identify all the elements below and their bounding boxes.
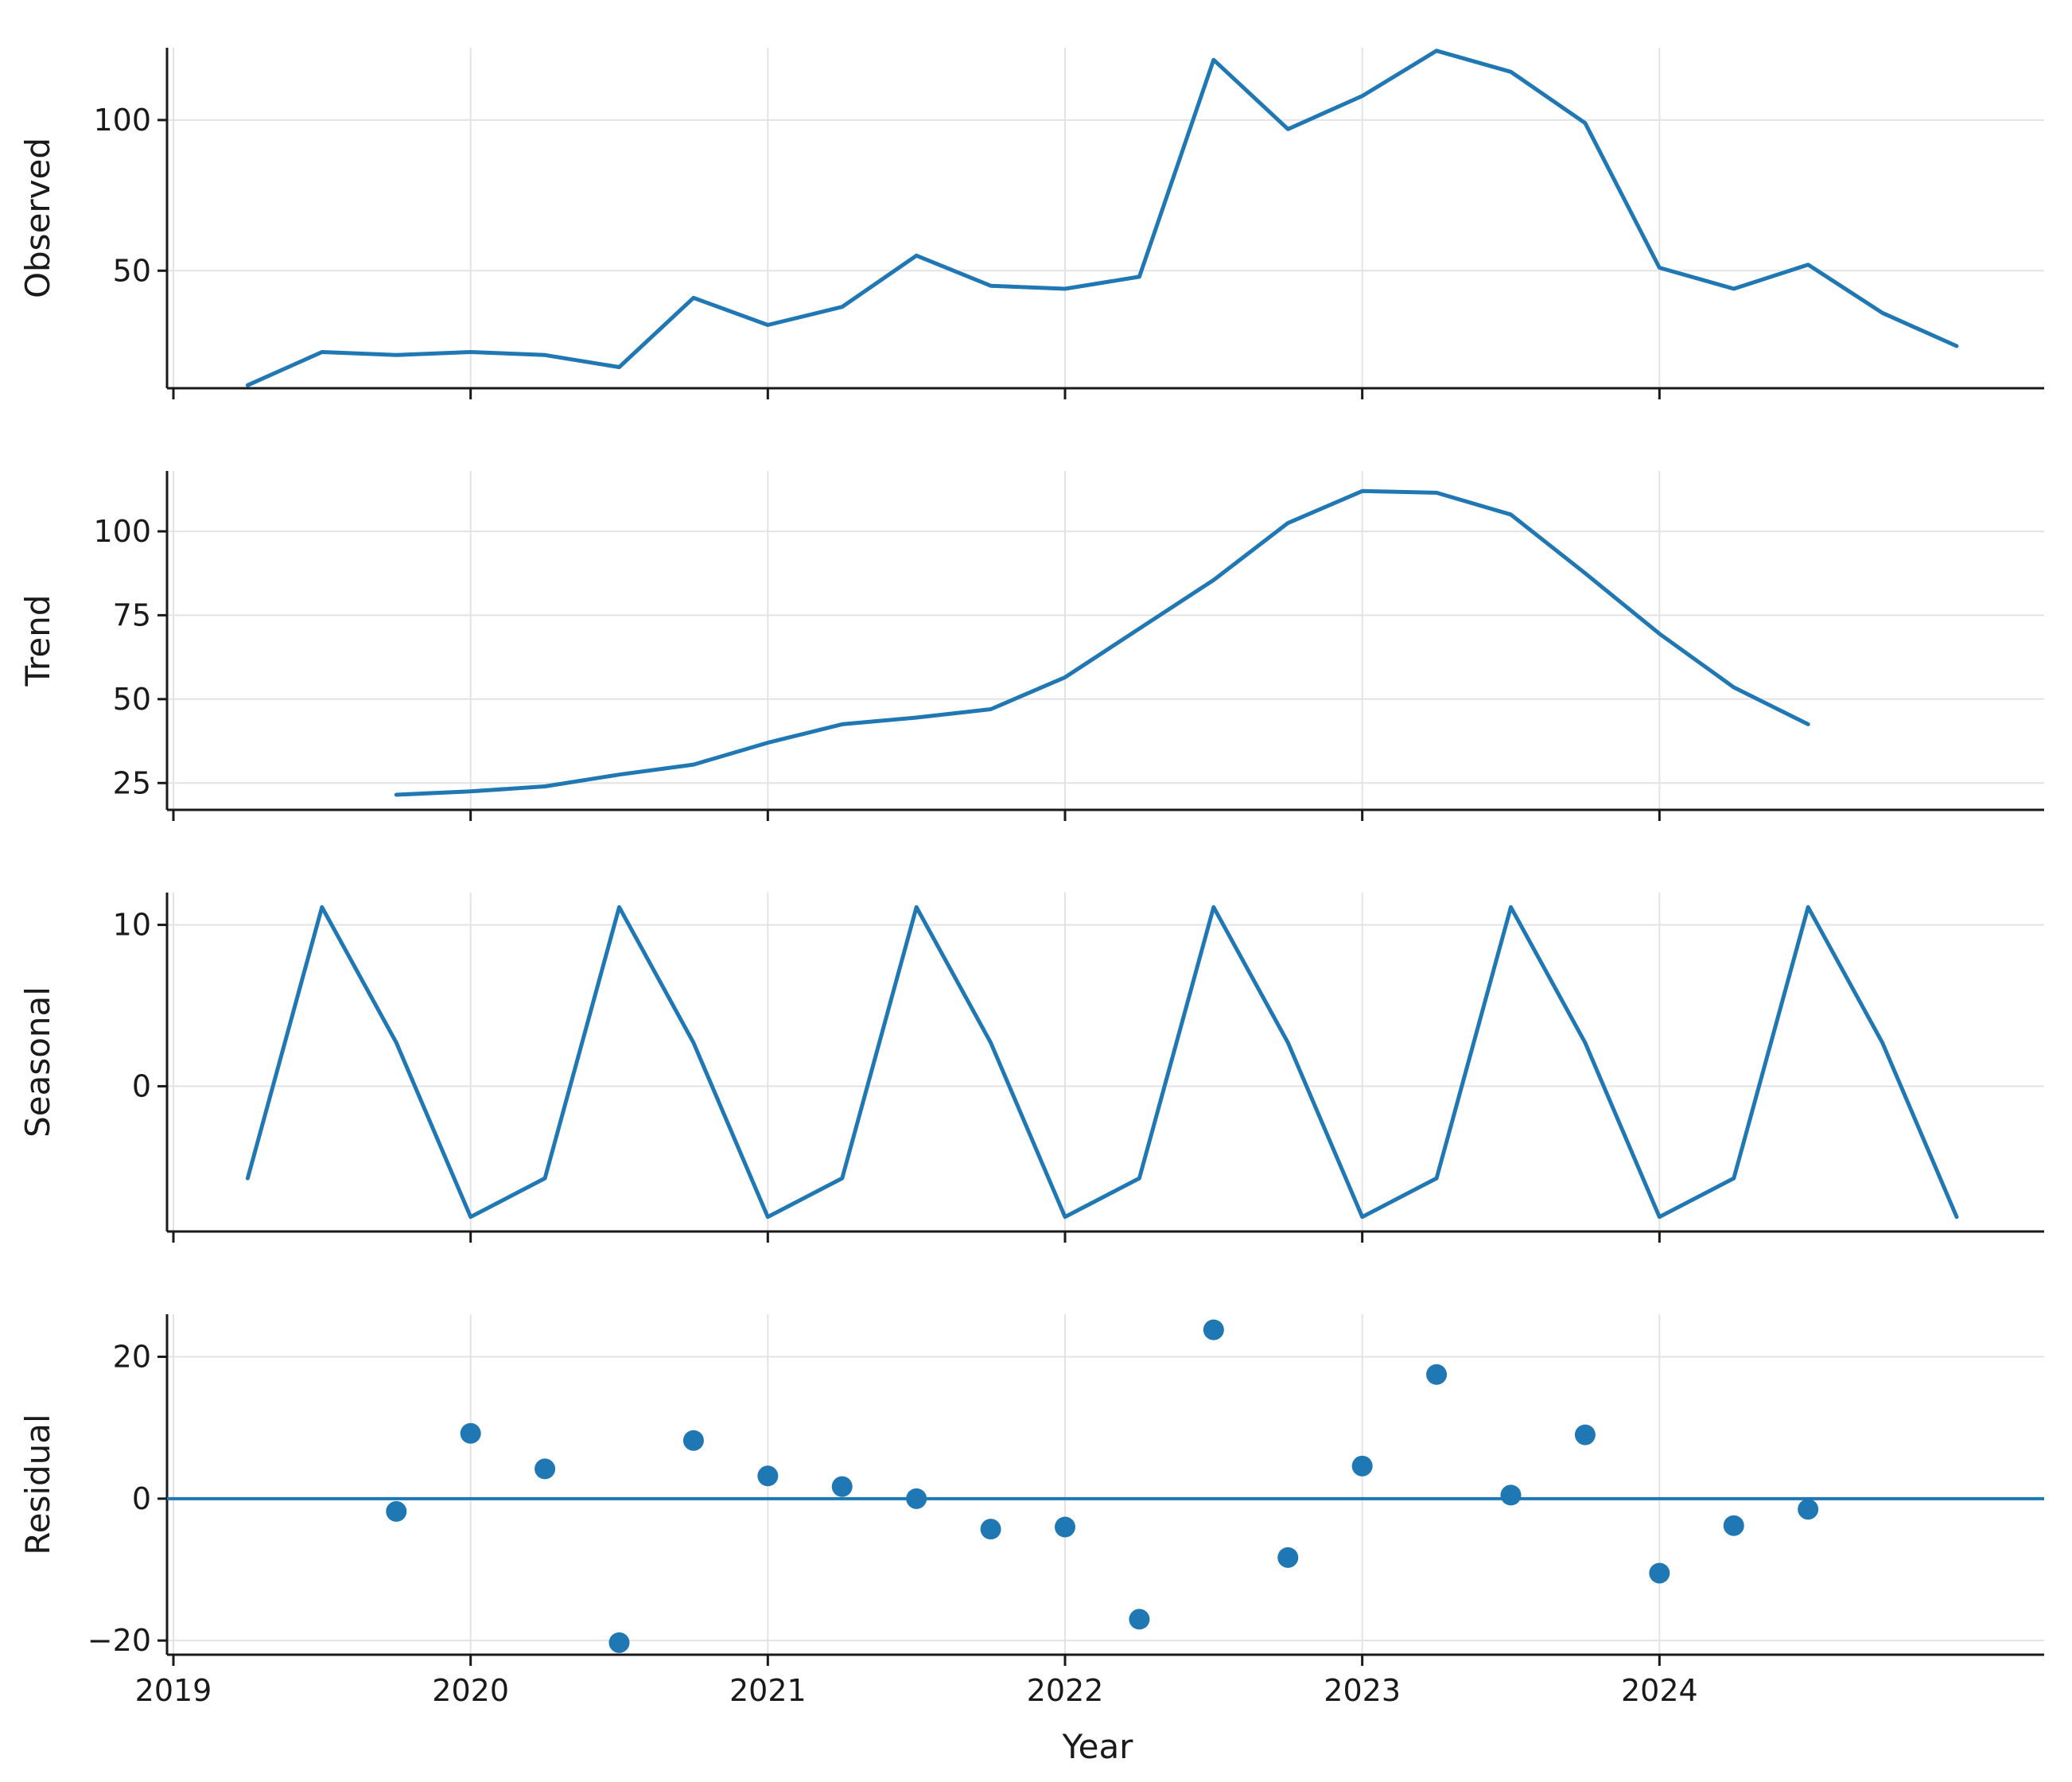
observed-line <box>245 49 1959 387</box>
y-tick-label: 100 <box>93 514 151 549</box>
seasonal-line <box>245 905 1959 1220</box>
y-axis-label: Residual <box>18 1414 57 1554</box>
panel-trend: 25 50 75 100 Trend <box>18 471 2044 821</box>
y-axis-label: Observed <box>18 138 57 298</box>
residual-point <box>386 1500 407 1522</box>
residual-point <box>1574 1424 1596 1445</box>
residual-point <box>1277 1547 1299 1568</box>
residual-point <box>1649 1562 1670 1584</box>
x-tick-label: 2022 <box>1027 1673 1104 1708</box>
y-tick-label: 25 <box>113 765 151 800</box>
x-tick-label: 2020 <box>432 1673 509 1708</box>
panel-observed: 50 100 Observed <box>18 48 2044 399</box>
residual-point <box>1203 1319 1224 1340</box>
x-tick-label: 2021 <box>729 1673 807 1708</box>
x-tick-label: 2019 <box>135 1673 212 1708</box>
residual-point <box>980 1519 1001 1540</box>
residual-point <box>1500 1484 1522 1506</box>
y-tick-label: 10 <box>113 908 151 943</box>
y-tick-label: 75 <box>113 597 151 632</box>
residual-point <box>1426 1364 1448 1385</box>
residual-point <box>1129 1609 1150 1630</box>
y-axis-label: Trend <box>18 595 57 687</box>
residual-point <box>831 1476 853 1497</box>
residual-point <box>535 1458 556 1480</box>
y-tick-label: 50 <box>113 253 151 288</box>
x-tick-label: 2023 <box>1324 1673 1401 1708</box>
residual-point <box>757 1465 779 1487</box>
x-tick-label: 2024 <box>1621 1673 1698 1708</box>
y-tick-label: 0 <box>132 1068 151 1103</box>
y-tick-label: 0 <box>132 1481 151 1516</box>
residual-point <box>906 1488 927 1509</box>
x-axis-label: Year <box>1062 1727 1134 1766</box>
residual-point <box>682 1430 704 1451</box>
trend-line <box>394 488 1810 797</box>
residual-point <box>1798 1499 1819 1520</box>
y-tick-label: 50 <box>113 682 151 717</box>
y-tick-label: 20 <box>113 1340 151 1375</box>
y-tick-label: −20 <box>87 1623 151 1658</box>
residual-point <box>460 1422 481 1444</box>
residual-point <box>1055 1516 1075 1538</box>
panel-seasonal: 0 10 Seasonal <box>18 893 2044 1243</box>
residual-point <box>608 1632 630 1653</box>
y-axis-label: Seasonal <box>18 986 57 1138</box>
residual-point <box>1723 1515 1744 1536</box>
residual-point <box>1351 1455 1373 1477</box>
panel-residual: −20 0 20 2019 2020 2021 2022 2023 2024 Residual <box>18 1314 2044 1708</box>
y-tick-label: 100 <box>93 103 151 138</box>
